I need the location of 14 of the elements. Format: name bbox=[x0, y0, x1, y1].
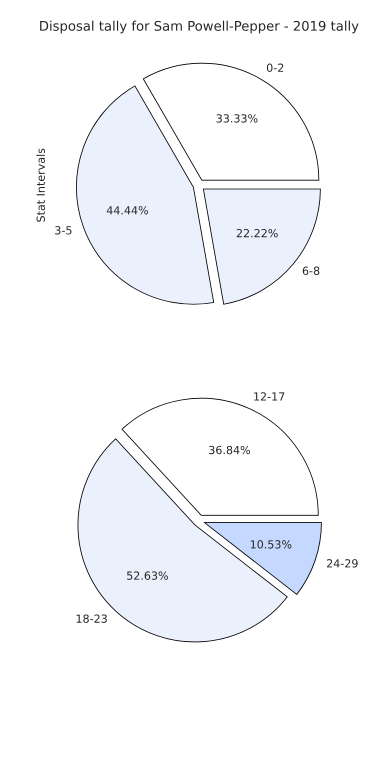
slice-label: 24-29 bbox=[326, 559, 358, 568]
slice-label: 6-8 bbox=[302, 266, 320, 275]
data-label: 22.22% bbox=[236, 228, 278, 238]
data-label: 44.44% bbox=[106, 206, 148, 214]
slice-label: 3-5 bbox=[55, 226, 72, 234]
text: Stat Intervals bbox=[36, 148, 45, 222]
data-label: 36.84% bbox=[209, 446, 250, 454]
chart-title: Disposal tally for Sam Powell-Pepper - 2019 tally bbox=[40, 20, 359, 34]
slice-label: 18-23 bbox=[76, 614, 107, 623]
slice-label: 12-17 bbox=[254, 392, 284, 400]
slice-label: 0-2 bbox=[266, 64, 284, 72]
data-label: 10.53% bbox=[250, 540, 292, 549]
data-label: 33.33% bbox=[216, 114, 258, 123]
data-label: 52.63% bbox=[127, 571, 168, 580]
